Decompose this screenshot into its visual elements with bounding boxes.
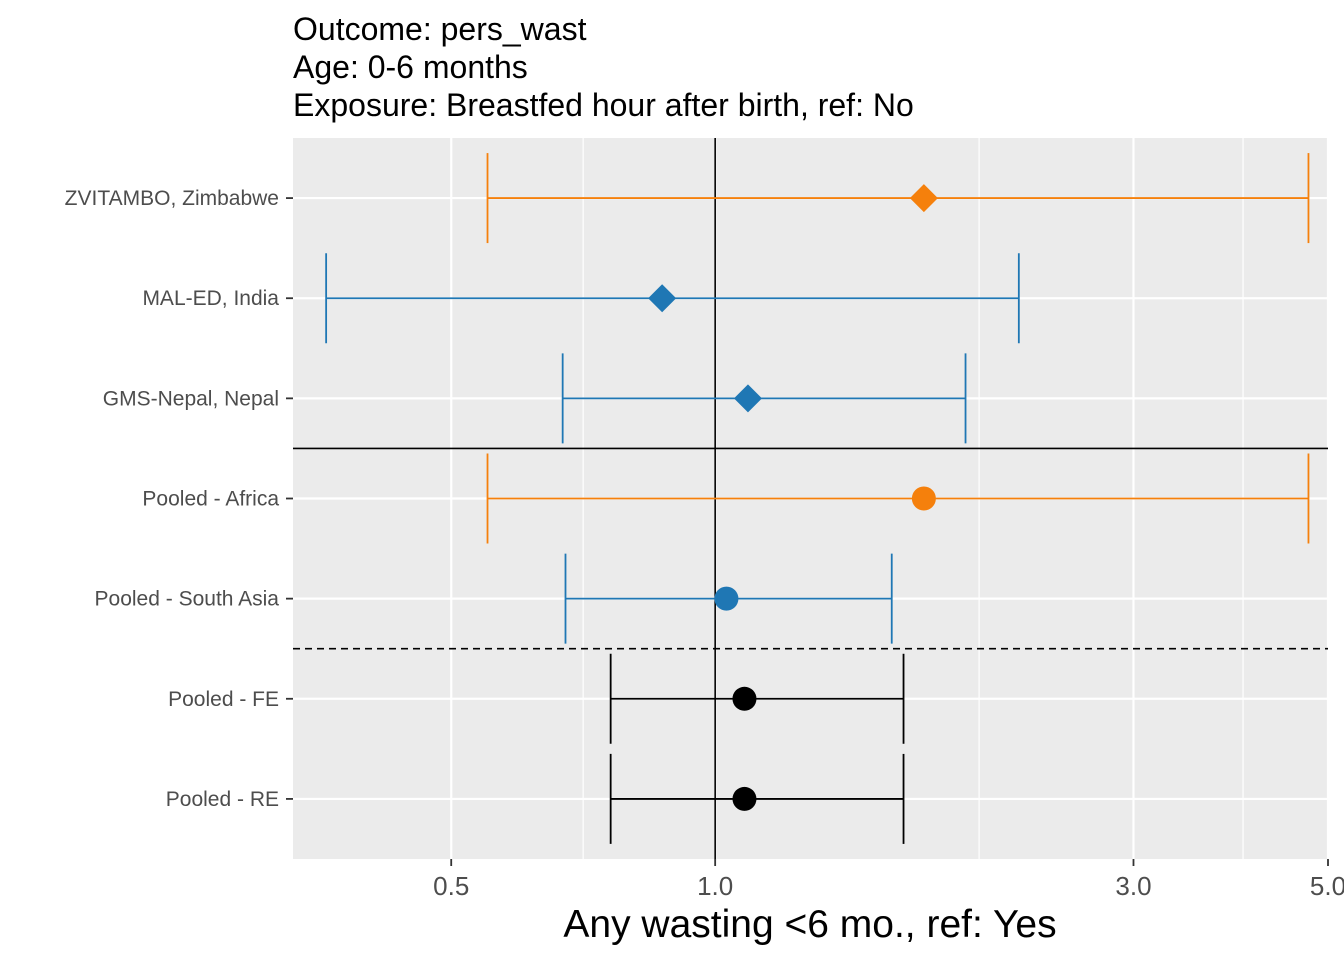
y-tick-label: GMS-Nepal, Nepal [103,387,279,410]
point-diamond [733,384,762,413]
y-tick-label: Pooled - RE [166,788,279,811]
chart-title: Outcome: pers_wast Age: 0-6 months Expos… [293,10,1333,124]
title-line-age: Age: 0-6 months [293,49,528,85]
x-tick-label: 0.5 [433,871,469,901]
title-line-exposure: Exposure: Breastfed hour after birth, re… [293,87,914,123]
point-estimates [648,184,938,811]
x-tick-label: 3.0 [1115,871,1151,901]
point-diamond [909,184,938,213]
y-tick-label: Pooled - South Asia [95,588,280,611]
point-circle [732,786,757,811]
point-circle [732,686,757,711]
y-tick-label: Pooled - Africa [142,488,279,511]
x-tick-label: 5.0 [1310,871,1344,901]
group-separators [293,447,1328,650]
point-circle [714,586,739,611]
y-tick-label: MAL-ED, India [142,287,279,310]
title-line-outcome: Outcome: pers_wast [293,11,587,47]
y-tick-label: ZVITAMBO, Zimbabwe [65,187,279,210]
y-tick-label: Pooled - FE [168,688,279,711]
x-axis: 0.5 1.0 3.0 5.0 [433,859,1344,901]
point-circle [911,486,936,511]
x-axis-title: Any wasting <6 mo., ref: Yes [563,903,1056,946]
y-axis: ZVITAMBO, Zimbabwe MAL-ED, India GMS-Nepal… [65,187,293,811]
point-diamond [648,284,677,313]
x-tick-label: 1.0 [697,871,733,901]
